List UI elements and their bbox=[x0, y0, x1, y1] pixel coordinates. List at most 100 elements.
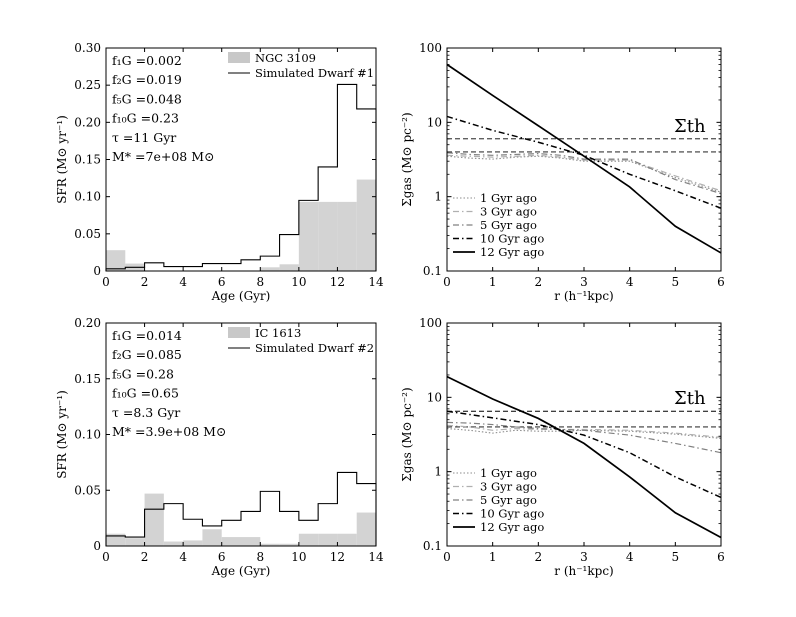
parameter-annotation: f₅G =0.048 bbox=[112, 91, 182, 106]
y-tick-label: 0.20 bbox=[74, 316, 101, 330]
panel-top-left-sfr: 0 2 4 6 8 10 12 14 0 0.05 0.10 0.15 0.20 0.25 0.30 Age … bbox=[55, 41, 384, 303]
x-tick-label: 2 bbox=[141, 275, 149, 289]
y-tick-label: 0.10 bbox=[74, 428, 101, 442]
observed-bar bbox=[260, 543, 280, 546]
x-tick-label: 12 bbox=[330, 275, 345, 289]
parameter-annotation: τ =11 Gyr bbox=[112, 130, 176, 145]
y-tick-label: 0 bbox=[93, 539, 101, 553]
x-axis-label: Age (Gyr) bbox=[211, 564, 271, 578]
x-tick-label: 5 bbox=[672, 550, 680, 564]
x-tick-label: 4 bbox=[626, 275, 634, 289]
y-tick-label: 0.25 bbox=[74, 78, 101, 92]
observed-bar bbox=[356, 179, 376, 271]
x-tick-label: 8 bbox=[256, 275, 264, 289]
legend-label: 1 Gyr ago bbox=[480, 191, 537, 205]
legend-label: 12 Gyr ago bbox=[480, 520, 544, 534]
x-tick-label: 0 bbox=[443, 550, 451, 564]
threshold-label: Σth bbox=[674, 388, 706, 409]
x-tick-label: 4 bbox=[179, 275, 187, 289]
x-tick-label: 0 bbox=[102, 550, 110, 564]
y-tick-label: 100 bbox=[419, 41, 442, 55]
observed-bar bbox=[337, 201, 357, 271]
x-axis-label: r (h⁻¹kpc) bbox=[554, 564, 613, 578]
parameter-annotation: f₁₀G =0.23 bbox=[112, 111, 179, 126]
legend-label: 12 Gyr ago bbox=[480, 245, 544, 259]
y-tick-label: 0.10 bbox=[74, 190, 101, 204]
legend-swatch-observed bbox=[228, 327, 250, 338]
series-line bbox=[446, 154, 722, 192]
observed-bar bbox=[337, 533, 357, 546]
series-line bbox=[446, 375, 722, 539]
x-axis-label: Age (Gyr) bbox=[211, 289, 271, 303]
legend-label-simulated: Simulated Dwarf #2 bbox=[255, 341, 374, 355]
legend-label: 10 Gyr ago bbox=[480, 232, 544, 246]
observed-bar bbox=[125, 538, 145, 546]
simulated-step-line bbox=[105, 471, 377, 546]
y-tick-label: 0.05 bbox=[74, 483, 101, 497]
legend-label: 10 Gyr ago bbox=[480, 507, 544, 521]
observed-bar bbox=[183, 540, 203, 546]
y-axis-label: Σgas (M⊙ pc⁻²) bbox=[400, 387, 414, 481]
x-tick-label: 3 bbox=[580, 275, 588, 289]
y-tick-label: 0 bbox=[93, 264, 101, 278]
parameter-annotation: f₅G =0.28 bbox=[112, 366, 174, 381]
observed-bar bbox=[221, 537, 241, 546]
x-tick-label: 10 bbox=[291, 275, 306, 289]
y-tick-label: 0.20 bbox=[74, 115, 101, 129]
observed-bar bbox=[144, 493, 164, 546]
panel-bottom-right-gas-profile: 0 1 2 3 4 5 6 0.1 1 10 100 r (h⁻¹kpc) Σgas (M⊙ pc⁻²)… bbox=[400, 316, 725, 578]
y-tick-label: 0.05 bbox=[74, 227, 101, 241]
y-tick-label: 0.1 bbox=[423, 539, 442, 553]
y-tick-label: 1 bbox=[434, 190, 442, 204]
x-tick-label: 2 bbox=[535, 275, 543, 289]
legend-label: 5 Gyr ago bbox=[480, 493, 537, 507]
observed-bar bbox=[298, 201, 319, 271]
legend-label: 3 Gyr ago bbox=[480, 480, 537, 494]
threshold-label: Σth bbox=[674, 116, 706, 137]
y-tick-label: 0.1 bbox=[423, 264, 442, 278]
series-line bbox=[446, 410, 722, 499]
series-line bbox=[446, 155, 722, 193]
x-tick-label: 1 bbox=[489, 550, 497, 564]
x-tick-label: 12 bbox=[330, 550, 345, 564]
observed-bar bbox=[279, 264, 299, 271]
y-tick-label: 0.15 bbox=[74, 372, 101, 386]
series-line bbox=[446, 152, 722, 195]
legend-label-observed: IC 1613 bbox=[255, 326, 301, 340]
x-tick-label: 6 bbox=[717, 550, 725, 564]
observed-bar bbox=[260, 267, 280, 271]
y-tick-label: 1 bbox=[434, 465, 442, 479]
legend-label: 3 Gyr ago bbox=[480, 205, 537, 219]
observed-bar bbox=[106, 250, 126, 271]
legend-swatch-observed bbox=[228, 52, 250, 63]
x-tick-label: 4 bbox=[626, 550, 634, 564]
observed-bar bbox=[241, 537, 261, 546]
parameter-annotation: M* =3.9e+08 M⊙ bbox=[112, 424, 226, 439]
legend-label-observed: NGC 3109 bbox=[255, 51, 316, 65]
simulated-step-line bbox=[105, 83, 377, 271]
y-axis-label: SFR (M⊙ yr⁻¹) bbox=[55, 390, 69, 479]
observed-bar bbox=[106, 533, 126, 546]
observed-bar bbox=[163, 541, 184, 546]
y-axis-label: SFR (M⊙ yr⁻¹) bbox=[55, 115, 69, 204]
y-tick-label: 100 bbox=[419, 316, 442, 330]
y-tick-label: 0.15 bbox=[74, 153, 101, 167]
y-tick-label: 10 bbox=[427, 390, 442, 404]
series-line bbox=[446, 63, 722, 254]
observed-bar bbox=[318, 533, 338, 546]
parameter-annotation: f₂G =0.019 bbox=[112, 72, 182, 87]
observed-bar bbox=[318, 201, 338, 271]
observed-bar bbox=[356, 512, 376, 546]
parameter-annotation: M* =7e+08 M⊙ bbox=[112, 149, 214, 164]
x-tick-label: 2 bbox=[535, 550, 543, 564]
y-axis-label: Σgas (M⊙ pc⁻²) bbox=[400, 112, 414, 206]
x-tick-label: 14 bbox=[368, 550, 384, 564]
parameter-annotation: f₂G =0.085 bbox=[112, 347, 182, 362]
y-tick-label: 10 bbox=[427, 115, 442, 129]
x-tick-label: 6 bbox=[218, 275, 226, 289]
x-tick-label: 5 bbox=[672, 275, 680, 289]
x-tick-label: 1 bbox=[489, 275, 497, 289]
parameter-annotation: f₁G =0.002 bbox=[112, 53, 182, 68]
